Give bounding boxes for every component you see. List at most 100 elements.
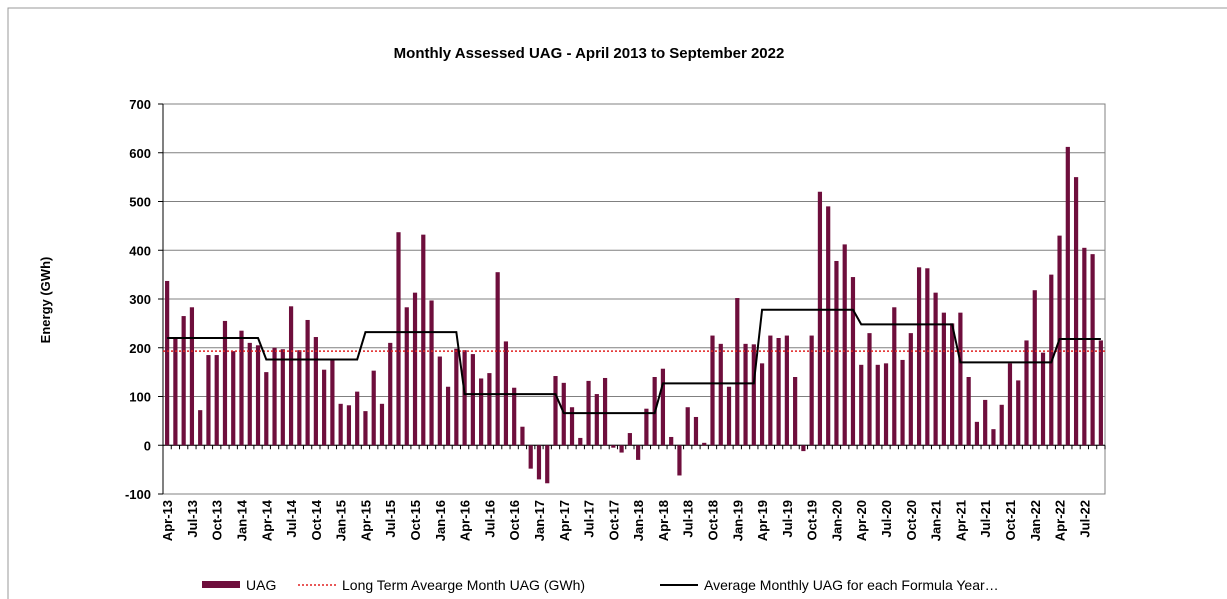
bar [677, 445, 682, 476]
x-tick-label: Jul-17 [582, 500, 597, 538]
bar [1082, 247, 1087, 446]
bar [363, 411, 368, 446]
bar [214, 355, 219, 446]
x-tick-label: Apr-15 [358, 500, 373, 541]
bar [313, 337, 318, 446]
bar [867, 333, 872, 446]
legend-label: Average Monthly UAG for each Formula Yea… [704, 577, 999, 593]
x-tick-label: Apr-14 [259, 499, 274, 541]
bar [264, 372, 269, 446]
bar [280, 349, 285, 446]
bar [974, 421, 980, 446]
bar [578, 437, 583, 446]
bar [735, 298, 740, 446]
x-tick-label: Apr-18 [656, 500, 671, 541]
bar [165, 280, 170, 446]
x-tick-label: Oct-13 [210, 500, 225, 540]
bar [933, 292, 938, 446]
bar [1032, 290, 1037, 446]
average-line [167, 308, 1101, 415]
x-tick-label: Oct-20 [904, 500, 919, 540]
bar [495, 272, 500, 446]
bar [602, 377, 608, 446]
bar [330, 358, 335, 446]
x-tick-label: Jan-19 [730, 500, 745, 541]
bar [743, 343, 748, 446]
x-tick-label: Jul-18 [681, 500, 696, 538]
bar [553, 376, 558, 446]
x-tick-label: Jul-22 [1077, 500, 1092, 538]
bar [173, 337, 178, 446]
x-tick-label: Jan-15 [334, 500, 349, 541]
bar [983, 399, 988, 446]
bar [908, 333, 913, 446]
y-tick-label: 100 [129, 390, 151, 405]
x-tick-label: Apr-13 [160, 500, 175, 541]
bar [1065, 146, 1070, 446]
bar [594, 394, 599, 446]
x-tick-label: Jan-18 [631, 500, 646, 541]
x-tick-label: Jan-16 [433, 500, 448, 541]
bar [222, 320, 228, 446]
bar [916, 267, 922, 446]
bar [892, 307, 897, 446]
bar [644, 408, 649, 446]
bar [305, 319, 310, 446]
bar [1016, 380, 1021, 446]
bar [759, 363, 765, 446]
bar [999, 404, 1004, 446]
x-tick-label: Oct-19 [805, 500, 820, 540]
bar [875, 364, 880, 446]
bar [255, 345, 261, 446]
bar [859, 364, 864, 446]
bar [239, 330, 244, 446]
bar [181, 316, 186, 446]
bar [379, 403, 385, 446]
bar [247, 342, 252, 446]
bar [1007, 363, 1013, 446]
bar [412, 292, 418, 446]
legend-label: Long Term Avearge Month UAG (GWh) [342, 577, 585, 593]
bar [454, 348, 459, 446]
y-tick-label: 0 [144, 438, 151, 453]
legend-label: UAG [246, 577, 276, 593]
bar [206, 355, 211, 446]
bar [925, 268, 930, 446]
bar [189, 307, 195, 446]
bar [842, 244, 847, 446]
x-tick-label: Jul-15 [383, 500, 398, 538]
bar [512, 387, 517, 446]
y-axis-label: Energy (GWh) [38, 257, 53, 344]
bar [793, 377, 798, 446]
bar [388, 342, 393, 446]
bar [784, 335, 789, 446]
bar [941, 312, 946, 446]
y-tick-label: -100 [125, 487, 151, 502]
bar [231, 351, 236, 446]
chart-title: Monthly Assessed UAG - April 2013 to Sep… [394, 45, 785, 62]
bar [702, 442, 707, 446]
bar [850, 277, 856, 446]
bar [817, 191, 823, 446]
y-tick-label: 400 [129, 243, 151, 258]
bar [429, 300, 434, 446]
bar [611, 445, 616, 448]
bar [545, 445, 550, 484]
bar [710, 335, 715, 446]
y-tick-label: 500 [129, 195, 151, 210]
x-tick-label: Jul-13 [185, 500, 200, 538]
bar [669, 436, 674, 446]
bar [297, 350, 302, 446]
x-tick-label: Oct-15 [408, 500, 423, 540]
bar [726, 386, 732, 446]
y-tick-label: 200 [129, 341, 151, 356]
x-tick-label: Jul-20 [879, 500, 894, 538]
bar [768, 335, 773, 446]
bar [445, 386, 451, 446]
bar [198, 410, 203, 446]
bar [536, 445, 542, 480]
bar [636, 445, 641, 460]
bar [966, 377, 971, 446]
bar [776, 338, 781, 446]
bar [437, 356, 442, 446]
